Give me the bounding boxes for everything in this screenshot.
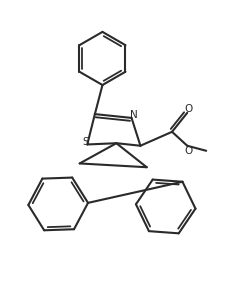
Text: O: O (184, 146, 192, 156)
Text: O: O (184, 104, 192, 114)
Text: S: S (82, 138, 88, 148)
Text: N: N (130, 110, 137, 120)
